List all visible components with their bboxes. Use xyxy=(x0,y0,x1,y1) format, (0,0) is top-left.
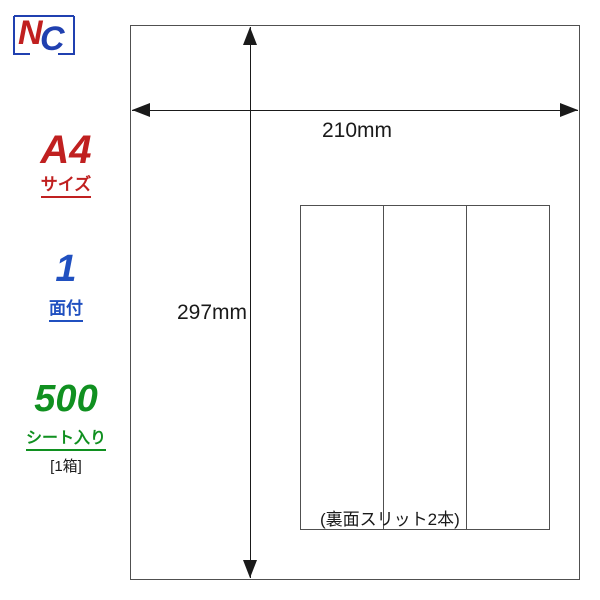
info-a4: A4 サイズ xyxy=(16,130,116,198)
height-arrow-head-up xyxy=(243,27,257,45)
width-arrow xyxy=(132,110,578,111)
width-label: 210mm xyxy=(320,118,394,144)
sheets-small: シート入り xyxy=(26,424,106,451)
width-arrow-head-right xyxy=(560,103,578,117)
info-faces: 1 面付 xyxy=(16,250,116,322)
sheets-box: [1箱] xyxy=(16,455,116,476)
logo: N C xyxy=(10,10,80,65)
height-arrow-head-down xyxy=(243,560,257,578)
a4-small: サイズ xyxy=(41,170,92,198)
sheets-big: 500 xyxy=(16,380,116,418)
a4-big: A4 xyxy=(16,130,116,170)
width-arrow-head-left xyxy=(132,103,150,117)
height-arrow xyxy=(250,27,251,578)
inner-label-box xyxy=(300,205,550,530)
faces-small: 面付 xyxy=(49,294,83,322)
logo-letter-c: C xyxy=(40,20,65,58)
slit-line-1 xyxy=(383,205,384,530)
faces-big: 1 xyxy=(16,250,116,288)
height-label: 297mm xyxy=(175,300,249,326)
slit-note: (裏面スリット2本) xyxy=(320,505,460,530)
slit-line-2 xyxy=(466,205,467,530)
info-sheets: 500 シート入り [1箱] xyxy=(16,380,116,476)
